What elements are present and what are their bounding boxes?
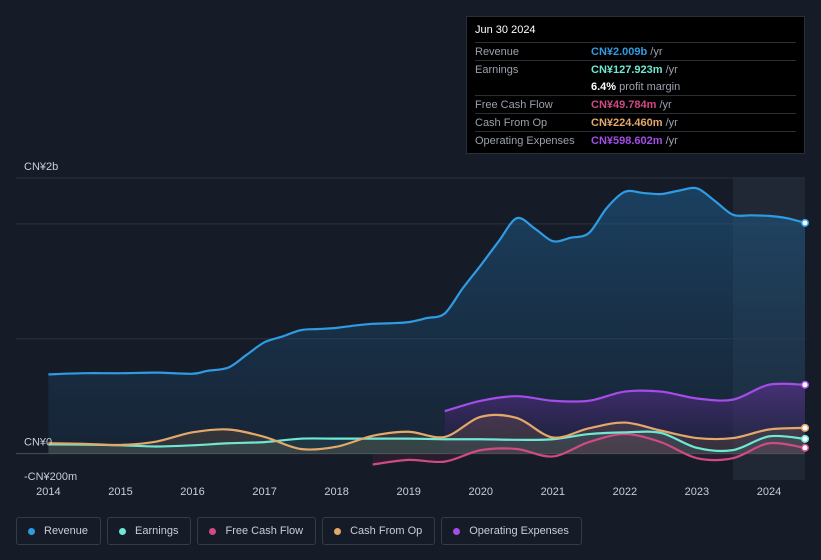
legend-dot-icon (119, 527, 127, 535)
x-tick-label: 2019 (396, 486, 420, 498)
tooltip-label: Free Cash Flow (475, 98, 553, 111)
legend-label: Cash From Op (350, 525, 423, 537)
tooltip-label: Earnings (475, 63, 519, 76)
legend-dot-icon (334, 527, 342, 535)
tooltip-value: CN¥598.602m (591, 134, 663, 147)
legend-label: Revenue (44, 525, 89, 537)
line-fcf (372, 432, 806, 466)
tooltip-label: Revenue (475, 45, 520, 58)
series-areas (48, 187, 805, 465)
tooltip-value: CN¥127.923m (591, 63, 663, 76)
legend-label: Free Cash Flow (225, 525, 304, 537)
legend-item-free-cash-flow[interactable]: Free Cash Flow (197, 517, 317, 545)
x-tick-label: 2022 (613, 486, 637, 498)
series-endpoints (800, 218, 810, 452)
legend-dot-icon (209, 527, 217, 535)
tooltip-label: Operating Expenses (475, 134, 575, 147)
x-tick-label: 2016 (180, 486, 204, 498)
legend-item-earnings[interactable]: Earnings (107, 517, 192, 545)
tooltip-unit: /yr (665, 116, 678, 129)
endpoint-cfo (800, 423, 810, 432)
series-lines (48, 186, 806, 466)
tooltip-value: 6.4% (591, 80, 617, 93)
tooltip-value: CN¥49.784m (591, 98, 657, 111)
y-axis-labels: CN¥2b CN¥0 -CN¥200m (24, 161, 77, 483)
line-revenue (48, 186, 806, 376)
tooltip-unit: profit margin (619, 80, 681, 93)
endpoint-earnings (800, 434, 810, 443)
x-tick-label: 2014 (36, 486, 60, 498)
tooltip-row-cfo: Cash From Op CN¥224.460m /yr (475, 113, 796, 131)
x-tick-label: 2021 (541, 486, 565, 498)
endpoint-revenue (800, 218, 810, 227)
legend-item-revenue[interactable]: Revenue (16, 517, 102, 545)
legend: Revenue Earnings Free Cash Flow Cash Fro… (16, 517, 582, 545)
tooltip-value: CN¥2.009b (591, 45, 648, 58)
area-fcf (372, 434, 805, 465)
tooltip-unit: /yr (650, 45, 663, 58)
x-tick-label: 2018 (324, 486, 348, 498)
tooltip-row-margin: 6.4% profit margin (475, 78, 796, 95)
tooltip-unit: /yr (665, 63, 678, 76)
line-earnings (48, 430, 806, 453)
line-opex (444, 382, 806, 413)
legend-item-operating-expenses[interactable]: Operating Expenses (441, 517, 582, 545)
tooltip-panel: Jun 30 2024 Revenue CN¥2.009b /yr Earnin… (466, 16, 805, 154)
endpoint-opex (800, 380, 810, 389)
legend-label: Earnings (135, 525, 179, 537)
x-tick-label: 2015 (108, 486, 132, 498)
x-axis-labels: 2014 2015 2016 2017 2018 2019 2020 2021 2022 2023… (36, 486, 781, 498)
line-cfo (48, 413, 806, 451)
y-tick-label: CN¥2b (24, 161, 58, 173)
area-revenue (48, 187, 805, 454)
tooltip-row-earnings: Earnings CN¥127.923m /yr (475, 60, 796, 78)
endpoint-fcf (800, 443, 810, 452)
x-tick-label: 2024 (757, 486, 781, 498)
legend-dot-icon (453, 527, 461, 535)
tooltip-unit: /yr (665, 134, 678, 147)
area-earnings (48, 431, 805, 454)
tooltip-unit: /yr (659, 98, 672, 111)
x-tick-label: 2020 (469, 486, 493, 498)
y-tick-label: CN¥0 (24, 437, 52, 449)
tooltip-value: CN¥224.460m (591, 116, 663, 129)
y-tick-label: -CN¥200m (24, 471, 77, 483)
legend-label: Operating Expenses (469, 525, 569, 537)
tooltip-row-revenue: Revenue CN¥2.009b /yr (475, 42, 796, 60)
tooltip-row-fcf: Free Cash Flow CN¥49.784m /yr (475, 95, 796, 113)
legend-dot-icon (28, 527, 35, 535)
tooltip-label: Cash From Op (475, 116, 548, 129)
tooltip-date: Jun 30 2024 (475, 24, 536, 36)
x-tick-label: 2017 (252, 486, 276, 498)
legend-item-cash-from-op[interactable]: Cash From Op (322, 517, 436, 545)
x-tick-label: 2023 (685, 486, 709, 498)
tooltip-row-opex: Operating Expenses CN¥598.602m /yr (475, 131, 796, 149)
